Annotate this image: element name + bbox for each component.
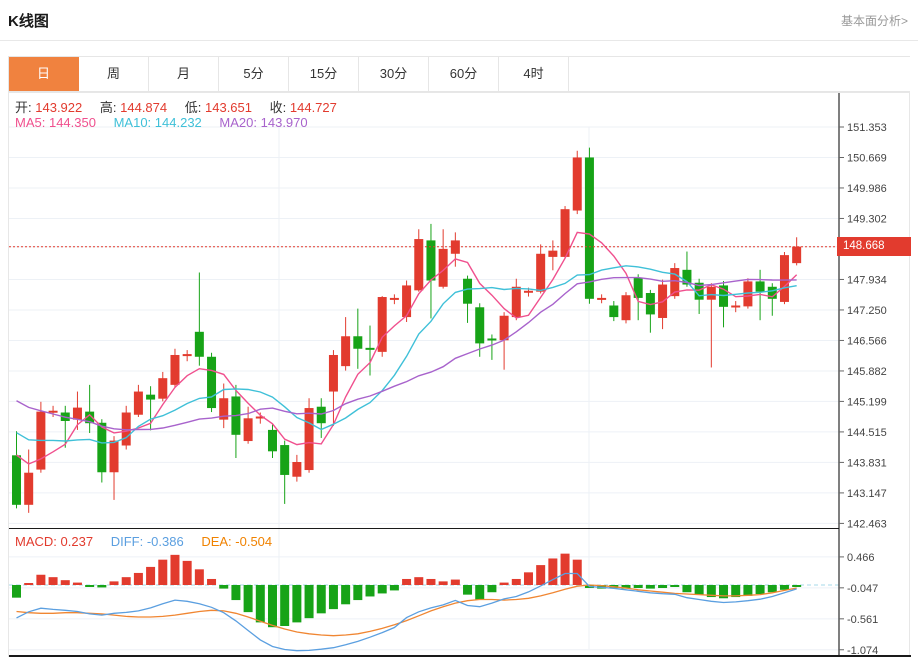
svg-text:145.199: 145.199	[847, 396, 887, 408]
svg-text:142.463: 142.463	[847, 518, 887, 530]
ma10-label: MA10:	[113, 115, 152, 130]
low-label: 低:	[184, 100, 202, 115]
svg-text:147.250: 147.250	[847, 305, 887, 317]
close-value: 144.727	[289, 100, 337, 115]
ma5-label: MA5:	[15, 115, 46, 130]
tab-6[interactable]: 60分	[429, 57, 499, 91]
page-header: K线图 基本面分析>	[0, 0, 918, 41]
svg-text:150.669: 150.669	[847, 152, 887, 164]
close-label: 收:	[269, 100, 287, 115]
ma20-label: MA20:	[219, 115, 257, 130]
chart-canvas[interactable]: 151.353 150.669 149.986 149.302 148.668 147.9…	[9, 93, 911, 657]
low-value: 143.651	[205, 100, 252, 115]
ma-readout: MA5: 144.350 MA10: 144.232 MA20: 143.970	[15, 115, 322, 130]
svg-text:151.353: 151.353	[847, 122, 887, 134]
svg-text:146.566: 146.566	[847, 335, 887, 347]
high-value: 144.874	[120, 100, 168, 115]
tab-bar-filler	[569, 57, 910, 91]
interval-tab-bar: 日周月 5分 15分 30分 60分 4时	[8, 56, 910, 92]
svg-text:149.302: 149.302	[847, 213, 887, 225]
tab-7[interactable]: 4时	[499, 57, 569, 91]
svg-text:149.986: 149.986	[847, 183, 887, 195]
open-value: 143.922	[35, 100, 83, 115]
ohlc-readout: 开: 143.922 高: 144.874 低: 143.651 收: 144.…	[15, 97, 351, 116]
svg-text:144.515: 144.515	[847, 427, 887, 439]
dea-label: DEA:	[201, 534, 232, 549]
fundamental-analysis-link[interactable]: 基本面分析>	[840, 14, 908, 28]
svg-text:-0.047: -0.047	[847, 583, 878, 595]
ma20-value: 143.970	[260, 115, 308, 130]
tab-3[interactable]: 5分	[219, 57, 289, 91]
tab-0[interactable]: 日	[9, 57, 79, 91]
ma5-value: 144.350	[48, 115, 96, 130]
svg-text:147.934: 147.934	[847, 274, 887, 286]
page-title: K线图	[8, 13, 49, 30]
macd-label: MACD:	[15, 534, 57, 549]
svg-text:145.882: 145.882	[847, 366, 887, 378]
svg-text:143.831: 143.831	[847, 457, 887, 469]
svg-text:143.147: 143.147	[847, 488, 887, 500]
tab-4[interactable]: 15分	[289, 57, 359, 91]
svg-text:-1.074: -1.074	[847, 645, 878, 657]
current-price-badge: 148.668	[837, 237, 911, 256]
svg-text:-0.561: -0.561	[847, 614, 878, 626]
svg-text:0.466: 0.466	[847, 552, 875, 564]
diff-value: -0.386	[146, 534, 184, 549]
tab-2[interactable]: 月	[149, 57, 219, 91]
dea-value: -0.504	[235, 534, 273, 549]
macd-readout: MACD: 0.237 DIFF: -0.386 DEA: -0.504	[15, 534, 286, 549]
kline-chart[interactable]: 151.353 150.669 149.986 149.302 148.668 147.9…	[8, 92, 911, 657]
ma10-value: 144.232	[154, 115, 202, 130]
high-label: 高:	[99, 100, 117, 115]
tab-1[interactable]: 周	[79, 57, 149, 91]
open-label: 开:	[15, 100, 32, 115]
diff-label: DIFF:	[110, 534, 144, 549]
macd-value: 0.237	[60, 534, 94, 549]
tab-5[interactable]: 30分	[359, 57, 429, 91]
